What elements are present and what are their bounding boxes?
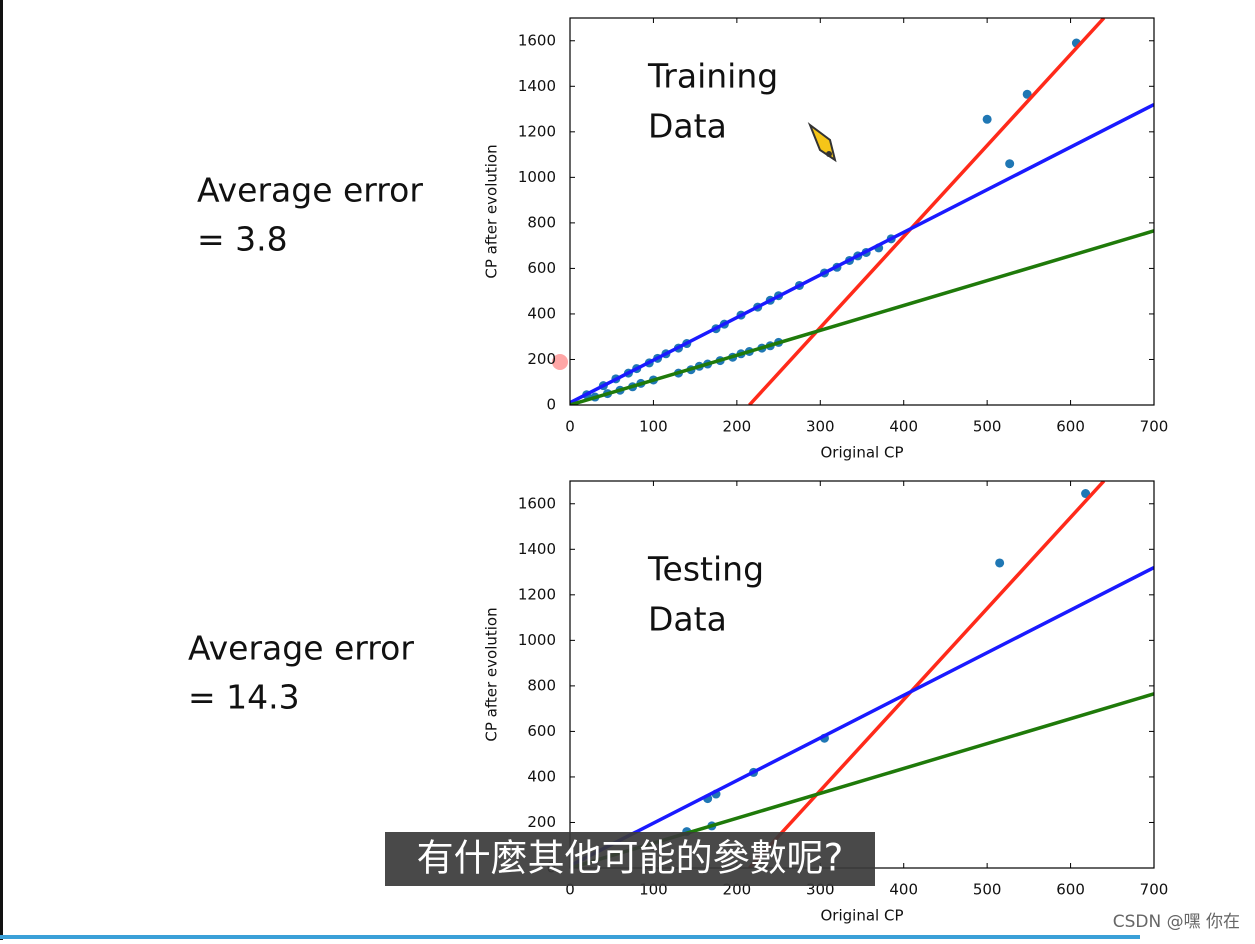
fit-line — [748, 18, 1106, 405]
annotation: Data — [648, 107, 727, 146]
x-tick-label: 400 — [889, 418, 918, 436]
x-tick-label: 0 — [565, 418, 575, 436]
x-tick-label: 300 — [806, 418, 835, 436]
x-tick-label: 600 — [1056, 418, 1085, 436]
annotation: Data — [648, 600, 727, 639]
watermark: CSDN @嘿 你在 — [1113, 912, 1240, 932]
y-tick-label: 800 — [527, 213, 556, 231]
point — [1005, 159, 1015, 169]
point — [995, 558, 1005, 568]
pencil-icon — [807, 122, 837, 163]
point — [982, 114, 992, 124]
x-tick-label: 600 — [1056, 881, 1085, 899]
y-tick-label: 600 — [527, 259, 556, 277]
fit-line — [570, 229, 1154, 405]
x-axis-label: Original CP — [821, 444, 904, 462]
y-tick-label: 400 — [527, 304, 556, 322]
subtitle: 有什麼其他可能的參數呢? — [417, 837, 844, 880]
y-tick-label: 1400 — [518, 540, 556, 558]
x-tick-label: 400 — [889, 881, 918, 899]
side-note: Average error — [197, 171, 423, 210]
y-tick-label: 1200 — [518, 122, 556, 140]
side-note: Average error — [188, 629, 414, 668]
chart: Average error = 3.8 Training Data 0 100 200 300… — [197, 17, 1169, 462]
y-tick-label: 1600 — [518, 31, 556, 49]
x-tick-label: 700 — [1140, 418, 1169, 436]
side-note: = 3.8 — [197, 220, 288, 259]
left-edge — [0, 0, 3, 940]
point — [1081, 489, 1091, 499]
x-tick-label: 100 — [639, 418, 668, 436]
fit-line — [748, 481, 1106, 868]
y-axis-label: CP after evolution — [483, 607, 501, 741]
y-tick-label: 1200 — [518, 585, 556, 603]
x-tick-label: 500 — [973, 418, 1002, 436]
x-tick-label: 500 — [973, 881, 1002, 899]
cursor — [552, 354, 568, 370]
y-tick-label: 1000 — [518, 168, 556, 186]
y-tick-label: 400 — [527, 767, 556, 785]
side-note: = 14.3 — [188, 678, 300, 717]
y-tick-label: 1400 — [518, 77, 556, 95]
x-tick-label: 200 — [723, 418, 752, 436]
annotation: Training — [647, 57, 778, 96]
y-tick-label: 200 — [527, 813, 556, 831]
y-tick-label: 200 — [527, 350, 556, 368]
fit-line — [570, 565, 1154, 868]
fit-line — [570, 102, 1154, 405]
subtitle-box — [385, 832, 875, 886]
progress-bar — [0, 935, 1140, 939]
y-axis-label: CP after evolution — [483, 144, 501, 278]
x-tick-label: 700 — [1140, 881, 1169, 899]
y-tick-label: 800 — [527, 676, 556, 694]
plot-frame — [569, 17, 1155, 406]
y-tick-label: 0 — [546, 396, 556, 414]
y-tick-label: 1600 — [518, 494, 556, 512]
y-tick-label: 600 — [527, 722, 556, 740]
annotation: Testing — [647, 550, 764, 589]
x-axis-label: Original CP — [821, 907, 904, 925]
point — [1022, 89, 1032, 99]
x-tick-label: 0 — [565, 881, 575, 899]
y-tick-label: 1000 — [518, 631, 556, 649]
